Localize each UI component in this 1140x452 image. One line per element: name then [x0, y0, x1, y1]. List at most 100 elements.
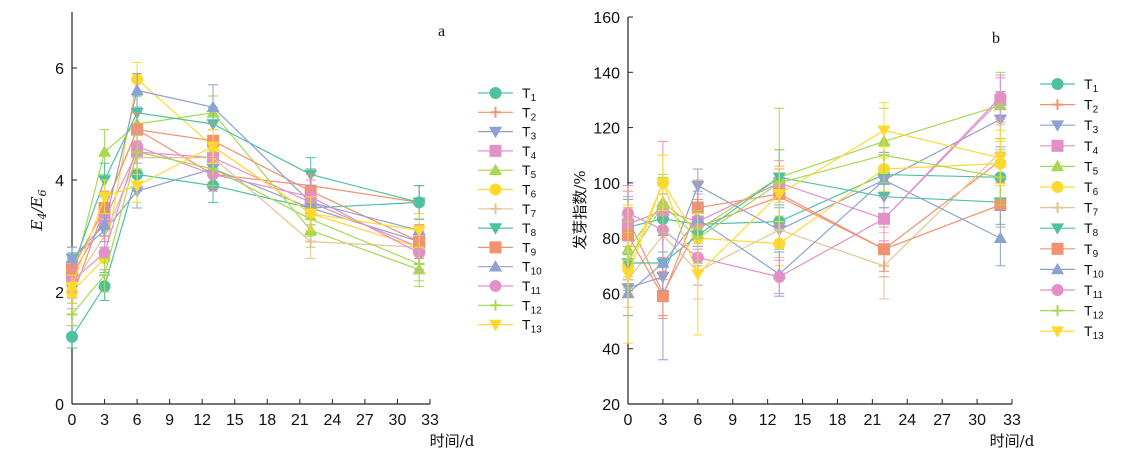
x-tick-label: 18 [258, 412, 276, 429]
data-point [994, 91, 1007, 104]
data-point [97, 192, 112, 204]
legend-item: T1 [478, 85, 537, 104]
legend-marker [488, 260, 503, 272]
x-tick-label: 3 [100, 412, 109, 429]
legend-item: T2 [1040, 97, 1099, 116]
series-line [71, 151, 420, 276]
data-point [130, 180, 144, 193]
data-point [877, 125, 891, 137]
legend-item: T7 [478, 201, 537, 220]
legend-label: T8 [1084, 220, 1099, 239]
legend-item: T9 [1040, 241, 1099, 260]
legend-marker [1050, 262, 1065, 275]
legend-label: T1 [1084, 76, 1099, 95]
series-line [71, 145, 420, 282]
legend-label: T4 [1084, 138, 1099, 157]
data-point [97, 218, 112, 230]
legend-label: T11 [1084, 282, 1103, 301]
series-line [627, 193, 1001, 298]
series-line [627, 129, 1001, 276]
legend-marker [488, 163, 503, 175]
legend-item: T5 [478, 162, 537, 181]
chart-panel-a: 0 3 6 9 12 15 18 21 24 27 30 330246时间/dE4/E6aT1T2T3… [28, 12, 542, 450]
legend-marker [490, 299, 501, 311]
panel-letter: a [438, 23, 445, 40]
legend-label: T8 [522, 220, 537, 239]
data-point [97, 145, 112, 157]
legend-item: T11 [478, 278, 541, 297]
legend-label: T3 [522, 124, 537, 143]
x-tick-label: 33 [1003, 412, 1021, 429]
legend-label: T1 [522, 85, 537, 104]
legend-label: T4 [522, 143, 537, 162]
chart-panel-b: 0 3 6 9 12 15 18 21 24 27 30 33 20 40 60 80 100 120 140 160… [571, 10, 1104, 450]
legend-item: T13 [1040, 323, 1104, 342]
series-line [71, 173, 420, 338]
legend-label: T9 [1084, 241, 1099, 260]
data-point [412, 197, 426, 209]
series-T9 [66, 112, 426, 282]
series-line [71, 168, 420, 259]
legend-label: T3 [1084, 117, 1099, 136]
x-tick-label: 9 [728, 412, 737, 429]
data-point [656, 178, 670, 190]
legend-marker [1052, 99, 1063, 110]
legend-marker [1052, 202, 1063, 213]
series-T11 [66, 129, 426, 293]
legend-item: T9 [478, 239, 537, 258]
data-point [412, 225, 426, 237]
legend-item: T4 [1040, 138, 1099, 157]
x-tick-label: 15 [226, 412, 244, 429]
legend-item: T12 [478, 297, 542, 316]
data-point [413, 258, 425, 270]
legend-marker [488, 126, 503, 139]
legend-label: T9 [522, 239, 537, 258]
legend-marker [488, 223, 503, 235]
legend-item: T6 [1040, 179, 1099, 198]
series-line [627, 96, 1001, 278]
legend-item: T8 [478, 220, 537, 239]
legend-marker [1051, 181, 1064, 193]
x-tick-label: 15 [794, 412, 812, 429]
x-tick-label: 27 [356, 412, 374, 429]
legend-item: T11 [1040, 282, 1103, 301]
x-tick-label: 33 [421, 412, 439, 429]
y-tick-label: 40 [602, 342, 620, 359]
y-tick-label: 2 [55, 285, 64, 302]
x-tick-label: 6 [693, 412, 702, 429]
legend-marker [1050, 120, 1065, 132]
data-point [878, 243, 890, 256]
series-line [71, 112, 420, 270]
legend-marker [489, 280, 502, 292]
y-tick-label: 60 [602, 286, 620, 303]
data-point [206, 100, 220, 112]
y-tick-label: 160 [593, 10, 620, 27]
legend-item: T7 [1040, 200, 1099, 219]
legend-label: T2 [1084, 97, 1099, 116]
legend-label: T6 [522, 182, 537, 201]
legend-item: T8 [1040, 220, 1099, 239]
legend-label: T5 [522, 162, 537, 181]
data-point [131, 146, 143, 158]
legend-label: T5 [1084, 158, 1099, 177]
x-tick-label: 30 [968, 412, 986, 429]
data-point [130, 83, 144, 96]
legend-label: T2 [522, 104, 537, 123]
x-axis-title: 时间/d [990, 432, 1035, 450]
series-line [627, 104, 1001, 250]
data-point [65, 251, 79, 264]
series-line [627, 152, 1001, 280]
data-point [304, 208, 318, 221]
y-tick-label: 6 [55, 61, 64, 78]
series-line [627, 179, 1001, 294]
x-tick-label: 9 [165, 412, 174, 429]
legend-marker [488, 319, 503, 332]
series-line [71, 151, 420, 315]
series-line [627, 154, 1001, 261]
data-point [691, 269, 705, 281]
series-T13 [65, 129, 426, 299]
series-line [71, 128, 420, 270]
